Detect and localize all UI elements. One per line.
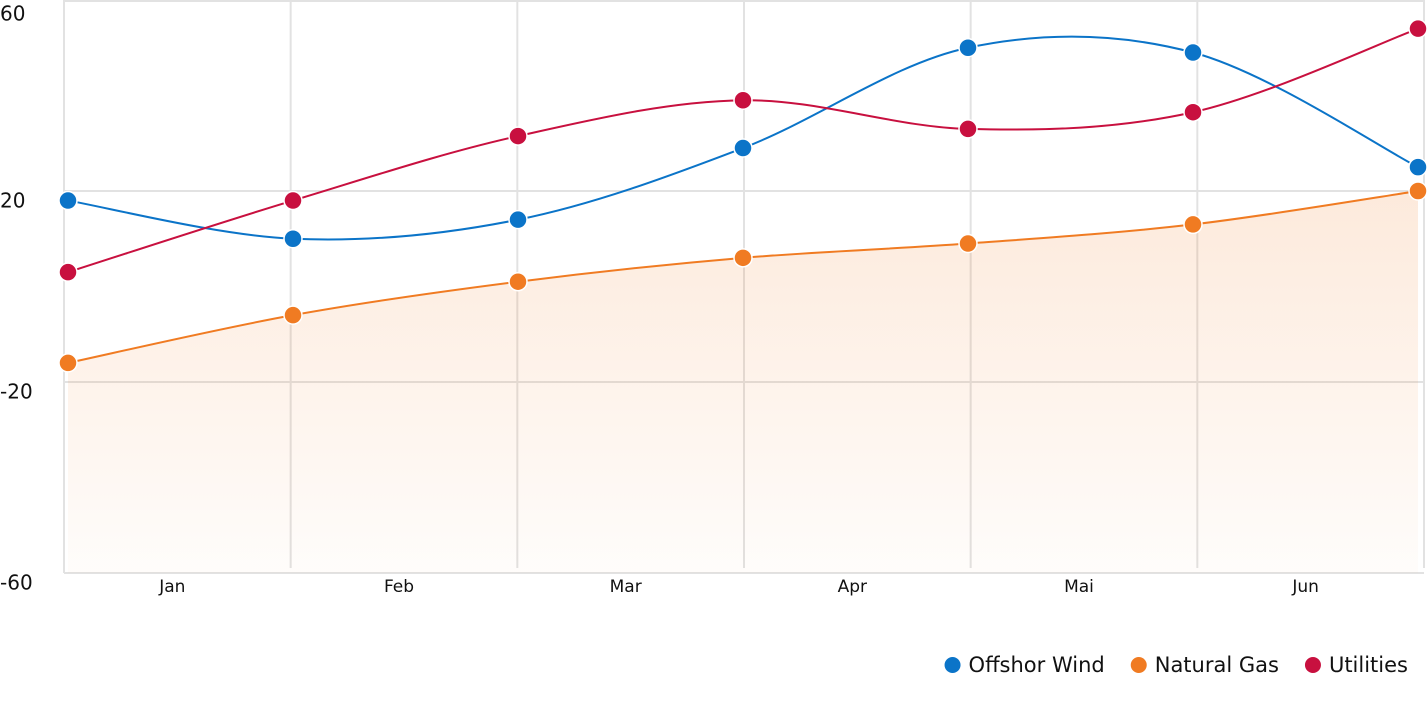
point — [958, 233, 978, 254]
x-tick-label: Apr — [838, 577, 867, 597]
point — [1408, 181, 1428, 201]
point — [508, 126, 528, 146]
y-tick-label: 60 — [0, 2, 25, 26]
point — [58, 353, 78, 373]
point — [1183, 214, 1203, 235]
legend-label: Utilities — [1329, 653, 1408, 677]
x-tick-label: Mar — [610, 577, 642, 597]
legend-label: Natural Gas — [1155, 653, 1279, 677]
y-tick-label: -60 — [0, 571, 33, 595]
point — [1183, 102, 1203, 122]
x-tick-label: Jun — [1291, 577, 1319, 597]
point — [283, 190, 303, 211]
legend-label: Offshor Wind — [969, 653, 1105, 677]
x-tick-label: Mai — [1064, 577, 1094, 597]
point — [958, 119, 978, 139]
y-tick-label: 20 — [0, 189, 25, 213]
point — [58, 190, 78, 211]
area — [64, 191, 1418, 573]
legend-marker — [1130, 657, 1147, 673]
x-tick-label: Feb — [384, 577, 414, 597]
legend-marker — [1304, 657, 1321, 673]
legend-marker — [944, 657, 961, 673]
point — [283, 305, 303, 325]
point — [1408, 18, 1428, 39]
y-tick-label: -20 — [0, 380, 33, 404]
point — [283, 229, 303, 249]
point — [733, 248, 753, 268]
point — [508, 209, 528, 230]
point — [958, 38, 978, 58]
point — [58, 262, 78, 282]
point — [733, 138, 753, 158]
point — [733, 90, 753, 111]
x-tick-label: Jan — [158, 577, 185, 597]
point — [1408, 157, 1428, 177]
point — [1183, 42, 1203, 63]
point — [508, 271, 528, 292]
